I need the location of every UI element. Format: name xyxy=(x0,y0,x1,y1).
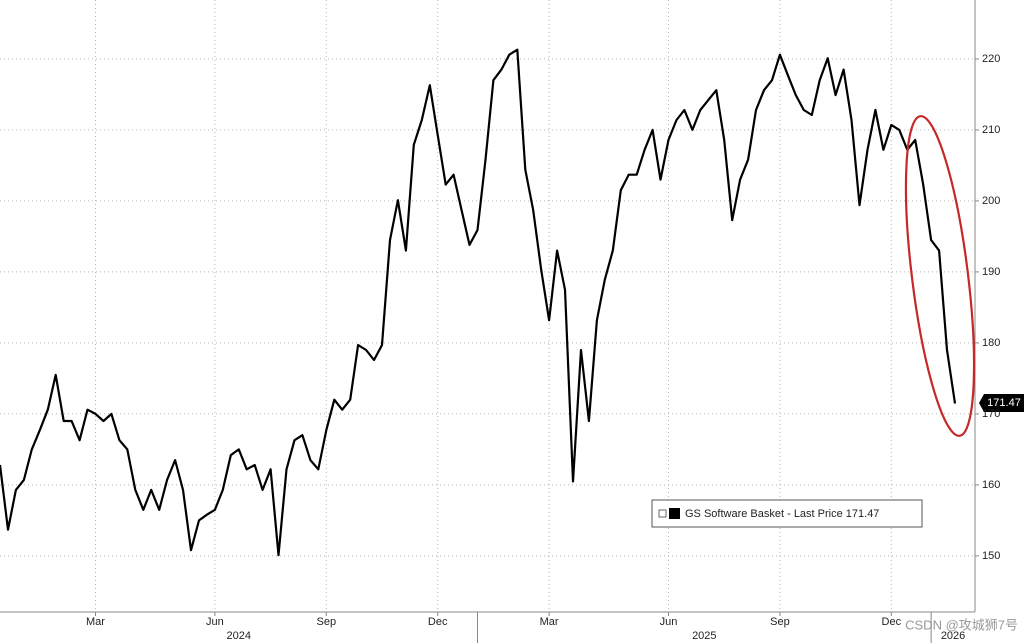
legend-toggle xyxy=(658,509,667,518)
legend-swatch xyxy=(669,508,680,519)
x-tick-label: Dec xyxy=(428,616,448,628)
x-tick-label: Mar xyxy=(540,616,559,628)
legend-label: GS Software Basket - Last Price 171.47 xyxy=(685,508,879,520)
last-price-label: 171.47 xyxy=(987,397,1021,409)
legend: GS Software Basket - Last Price 171.47 xyxy=(651,499,923,528)
last-price-tag: 171.47 xyxy=(979,394,1024,412)
y-tick-label: 180 xyxy=(982,337,1000,349)
x-tick-label: Jun xyxy=(660,616,678,628)
watermark: CSDN @攻城狮7号 xyxy=(905,617,1018,632)
highlight-ellipse xyxy=(904,115,976,437)
y-tick-label: 190 xyxy=(982,266,1000,278)
year-label: 2024 xyxy=(227,630,251,642)
y-tick-label: 150 xyxy=(982,550,1000,562)
y-tick-label: 160 xyxy=(982,479,1000,491)
x-tick-label: Sep xyxy=(317,616,337,628)
last-price-box xyxy=(979,394,1024,412)
y-tick-label: 170 xyxy=(982,408,1000,420)
x-tick-label: Sep xyxy=(770,616,790,628)
y-tick-label: 220 xyxy=(982,53,1000,65)
legend-box xyxy=(651,499,923,528)
y-tick-label: 210 xyxy=(982,124,1000,136)
year-label: 2026 xyxy=(941,630,965,642)
series-line xyxy=(0,48,957,557)
grid xyxy=(0,0,975,612)
x-tick-label: Jun xyxy=(206,616,224,628)
marks xyxy=(0,48,957,557)
x-tick-label: Mar xyxy=(86,616,105,628)
x-tick-label: Dec xyxy=(882,616,902,628)
y-tick-label: 200 xyxy=(982,195,1000,207)
year-label: 2025 xyxy=(692,630,716,642)
